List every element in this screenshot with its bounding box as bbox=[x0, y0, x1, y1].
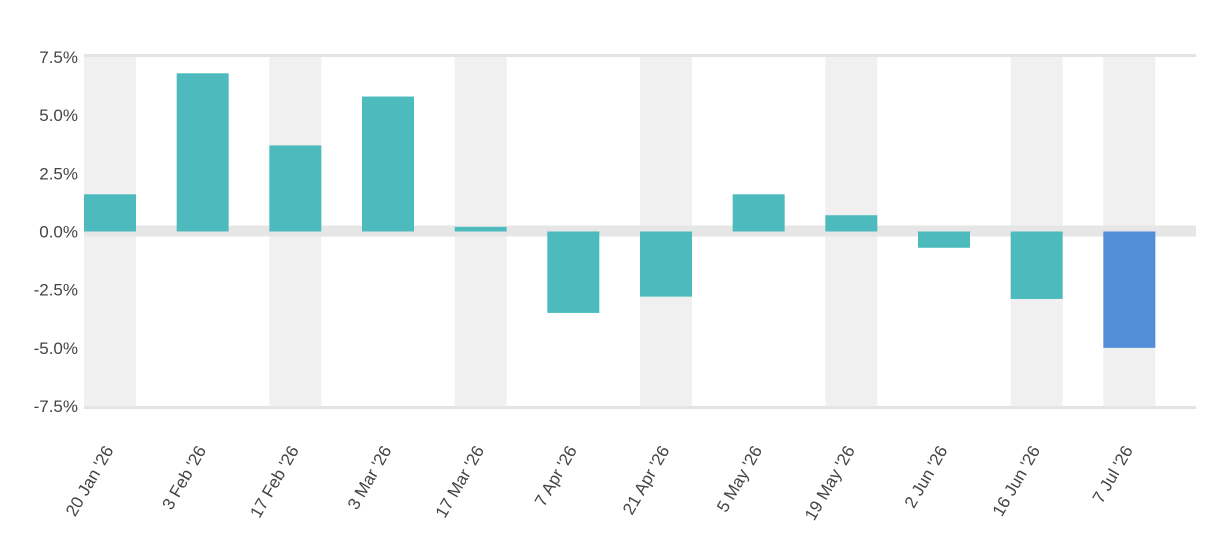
axes bbox=[84, 54, 1196, 409]
y-axis-tick-labels: 7.5% 5.0% 2.5% 0.0% -2.5% -5.0% -7.5% bbox=[34, 48, 78, 416]
bar bbox=[269, 145, 322, 232]
y-tick-label: -5.0% bbox=[34, 339, 78, 358]
top-axis-line bbox=[84, 54, 1196, 57]
x-tick-label: 5 May '26 bbox=[713, 443, 766, 516]
bar bbox=[84, 194, 136, 232]
y-tick-label: 0.0% bbox=[39, 223, 78, 242]
bar bbox=[454, 226, 507, 232]
x-tick-label: 16 Jun '26 bbox=[989, 443, 1044, 520]
x-tick-label: 19 May '26 bbox=[801, 443, 859, 524]
bar bbox=[1010, 231, 1063, 299]
y-tick-label: 2.5% bbox=[39, 164, 78, 183]
bar bbox=[640, 231, 692, 297]
y-tick-label: -7.5% bbox=[34, 397, 78, 416]
bar bbox=[1103, 231, 1156, 348]
bar bbox=[732, 194, 785, 232]
bottom-axis-line bbox=[84, 406, 1196, 409]
x-tick-label: 17 Mar '26 bbox=[432, 442, 488, 521]
x-tick-label: 3 Feb '26 bbox=[158, 443, 210, 513]
y-tick-label: 7.5% bbox=[39, 48, 78, 67]
x-tick-label: 21 Apr '26 bbox=[619, 443, 673, 518]
x-tick-label: 2 Jun '26 bbox=[901, 443, 952, 512]
x-tick-label: 3 Mar '26 bbox=[344, 443, 396, 513]
bars bbox=[84, 73, 1156, 348]
bar bbox=[547, 231, 600, 313]
x-tick-label: 20 Jan '26 bbox=[62, 443, 117, 520]
x-tick-label: 7 Jul '26 bbox=[1089, 443, 1137, 507]
x-axis-tick-labels: 20 Jan '26 3 Feb '26 17 Feb '26 3 Mar '26 17… bbox=[62, 442, 1137, 523]
bar bbox=[176, 73, 229, 232]
y-tick-label: 5.0% bbox=[39, 106, 78, 125]
x-tick-label: 7 Apr '26 bbox=[531, 443, 581, 510]
zero-line bbox=[84, 225, 1196, 237]
y-tick-label: -2.5% bbox=[34, 281, 78, 300]
x-tick-label: 17 Feb '26 bbox=[246, 443, 302, 522]
bar bbox=[362, 96, 414, 232]
bar bbox=[918, 231, 970, 248]
bar bbox=[825, 215, 878, 232]
